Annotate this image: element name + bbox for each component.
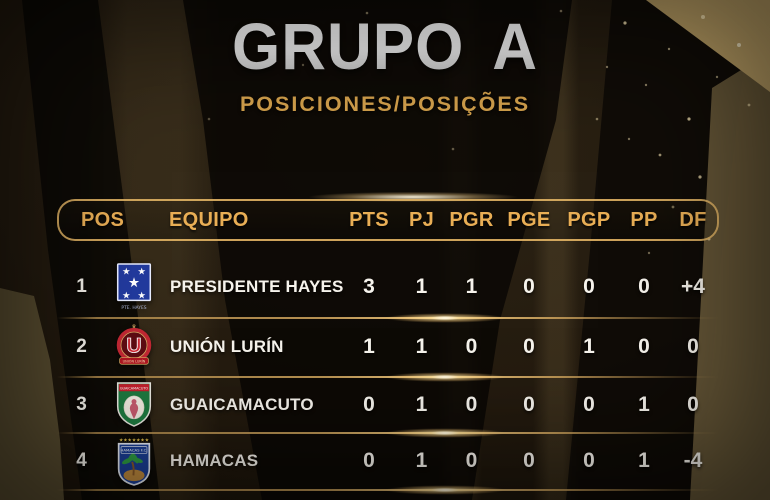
stat-pj: 1 — [415, 335, 428, 358]
divider-glow-core — [427, 315, 463, 321]
stat-pgp: 1 — [583, 335, 595, 358]
stat-pp: 0 — [638, 275, 650, 298]
team-crest: ★★★★★★★ HAMACAS F.C. — [104, 435, 164, 487]
stat-pgr: 0 — [465, 335, 478, 358]
crest-caption: GUAICAMACUTO — [120, 386, 149, 390]
stat-pp: 1 — [638, 449, 650, 472]
position-cell: 4 — [76, 450, 87, 471]
page-title: GRUPO A — [0, 10, 770, 85]
crest-letter-u: U — [126, 335, 141, 358]
stat-df: 0 — [687, 335, 699, 358]
stat-pgr: 1 — [465, 275, 478, 298]
stat-pge: 0 — [523, 449, 535, 472]
stat-pj: 1 — [415, 393, 428, 416]
col-header-pos: POS — [81, 209, 125, 231]
stat-pgp: 0 — [583, 393, 595, 416]
svg-text:★: ★ — [122, 267, 131, 278]
col-header-pp: PP — [630, 209, 658, 231]
stat-pge: 0 — [523, 393, 535, 416]
stat-pgp: 0 — [583, 449, 595, 472]
crest-caption: PTE. HAYES — [121, 305, 146, 311]
stat-df: -4 — [683, 449, 703, 472]
table-row: 4 ★★★★★★★ HAMACAS F.C. HAMACAS 0 1 0 0 0 1 -4 — [57, 430, 719, 492]
stat-df: +4 — [681, 275, 705, 298]
svg-text:★: ★ — [137, 267, 146, 278]
stat-pge: 0 — [523, 335, 535, 358]
team-name: HAMACAS — [170, 451, 259, 470]
position-cell: 2 — [76, 336, 87, 357]
star-icon: ★★★★★★★ — [119, 437, 149, 443]
team-name: PRESIDENTE HAYES — [170, 277, 344, 296]
hamacas-crest-icon: ★★★★★★★ HAMACAS F.C. — [117, 437, 151, 486]
stat-pgr: 0 — [465, 449, 478, 472]
stat-pj: 1 — [415, 275, 428, 298]
stat-pts: 3 — [363, 275, 375, 298]
stat-pts: 0 — [363, 449, 375, 472]
svg-text:★: ★ — [122, 291, 131, 302]
palm-leaves — [121, 453, 143, 465]
col-header-df: DF — [679, 209, 707, 231]
page-subtitle: POSICIONES/POSIÇÕES — [239, 92, 531, 116]
stat-pge: 0 — [523, 275, 535, 298]
stat-pts: 1 — [363, 335, 375, 358]
row-divider — [57, 312, 719, 324]
position-cell: 1 — [76, 276, 87, 297]
team-name: UNIÓN LURÍN — [170, 337, 284, 356]
crest-shield — [116, 263, 152, 302]
crest-emblem — [129, 402, 139, 419]
crest-ribbon — [119, 357, 149, 365]
union-lurin-crest-icon: ♛ U UNIÓN LURÍN — [116, 324, 152, 365]
row-divider — [57, 371, 719, 383]
divider-glow-core — [427, 430, 463, 436]
stat-pgr: 0 — [465, 393, 478, 416]
col-header-pts: PTS — [349, 209, 389, 231]
row-divider — [57, 427, 719, 439]
crest-top-band — [118, 384, 150, 392]
col-header-pgr: PGR — [449, 209, 494, 231]
divider-glow-core — [427, 487, 463, 493]
col-header-pj: PJ — [408, 209, 435, 231]
stat-pp: 1 — [638, 393, 650, 416]
stat-pts: 0 — [363, 393, 375, 416]
team-crest: ★ ★ ★ ★ ★ PTE. HAYES — [104, 261, 164, 313]
team-crest: ♛ U UNIÓN LURÍN — [104, 321, 164, 373]
crest-circle — [118, 329, 150, 361]
row-divider — [57, 484, 719, 496]
table-row: 2 ♛ U UNIÓN LURÍN UNIÓN LURÍN 1 1 0 0 1 0 0 — [57, 316, 719, 378]
col-header-pge: PGE — [507, 209, 551, 231]
crest-name-band — [120, 446, 148, 454]
svg-text:★: ★ — [137, 291, 146, 302]
guaicamacuto-crest-icon: GUAICAMACUTO — [116, 382, 152, 427]
divider-glow-core — [427, 374, 463, 380]
team-crest: GUAICAMACUTO — [104, 379, 164, 431]
presidente-hayes-crest-icon: ★ ★ ★ ★ ★ PTE. HAYES — [116, 263, 152, 311]
team-name: GUAICAMACUTO — [170, 395, 314, 414]
col-header-pgp: PGP — [567, 209, 611, 231]
crest-emblem — [131, 399, 137, 405]
svg-text:★: ★ — [128, 276, 140, 291]
stat-df: 0 — [687, 393, 699, 416]
crest-caption: HAMACAS F.C. — [121, 447, 148, 452]
palm-trunk — [131, 461, 135, 476]
col-header-equipo: EQUIPO — [169, 209, 249, 231]
position-cell: 3 — [76, 394, 87, 415]
crest-caption: UNIÓN LURÍN — [123, 358, 146, 363]
standings-header-row: POS EQUIPO PTS PJ PGR PGE PGP PP DF — [57, 199, 719, 241]
crown-icon: ♛ — [132, 324, 137, 330]
table-row: 3 GUAICAMACUTO GUAICAMACUTO 0 1 0 0 0 1 0 — [57, 374, 719, 436]
stat-pj: 1 — [415, 449, 428, 472]
sparkle-dust — [0, 0, 2, 2]
star-icon: ★ ★ ★ ★ ★ — [122, 267, 146, 302]
stat-pp: 0 — [638, 335, 650, 358]
stat-pgp: 0 — [583, 275, 595, 298]
